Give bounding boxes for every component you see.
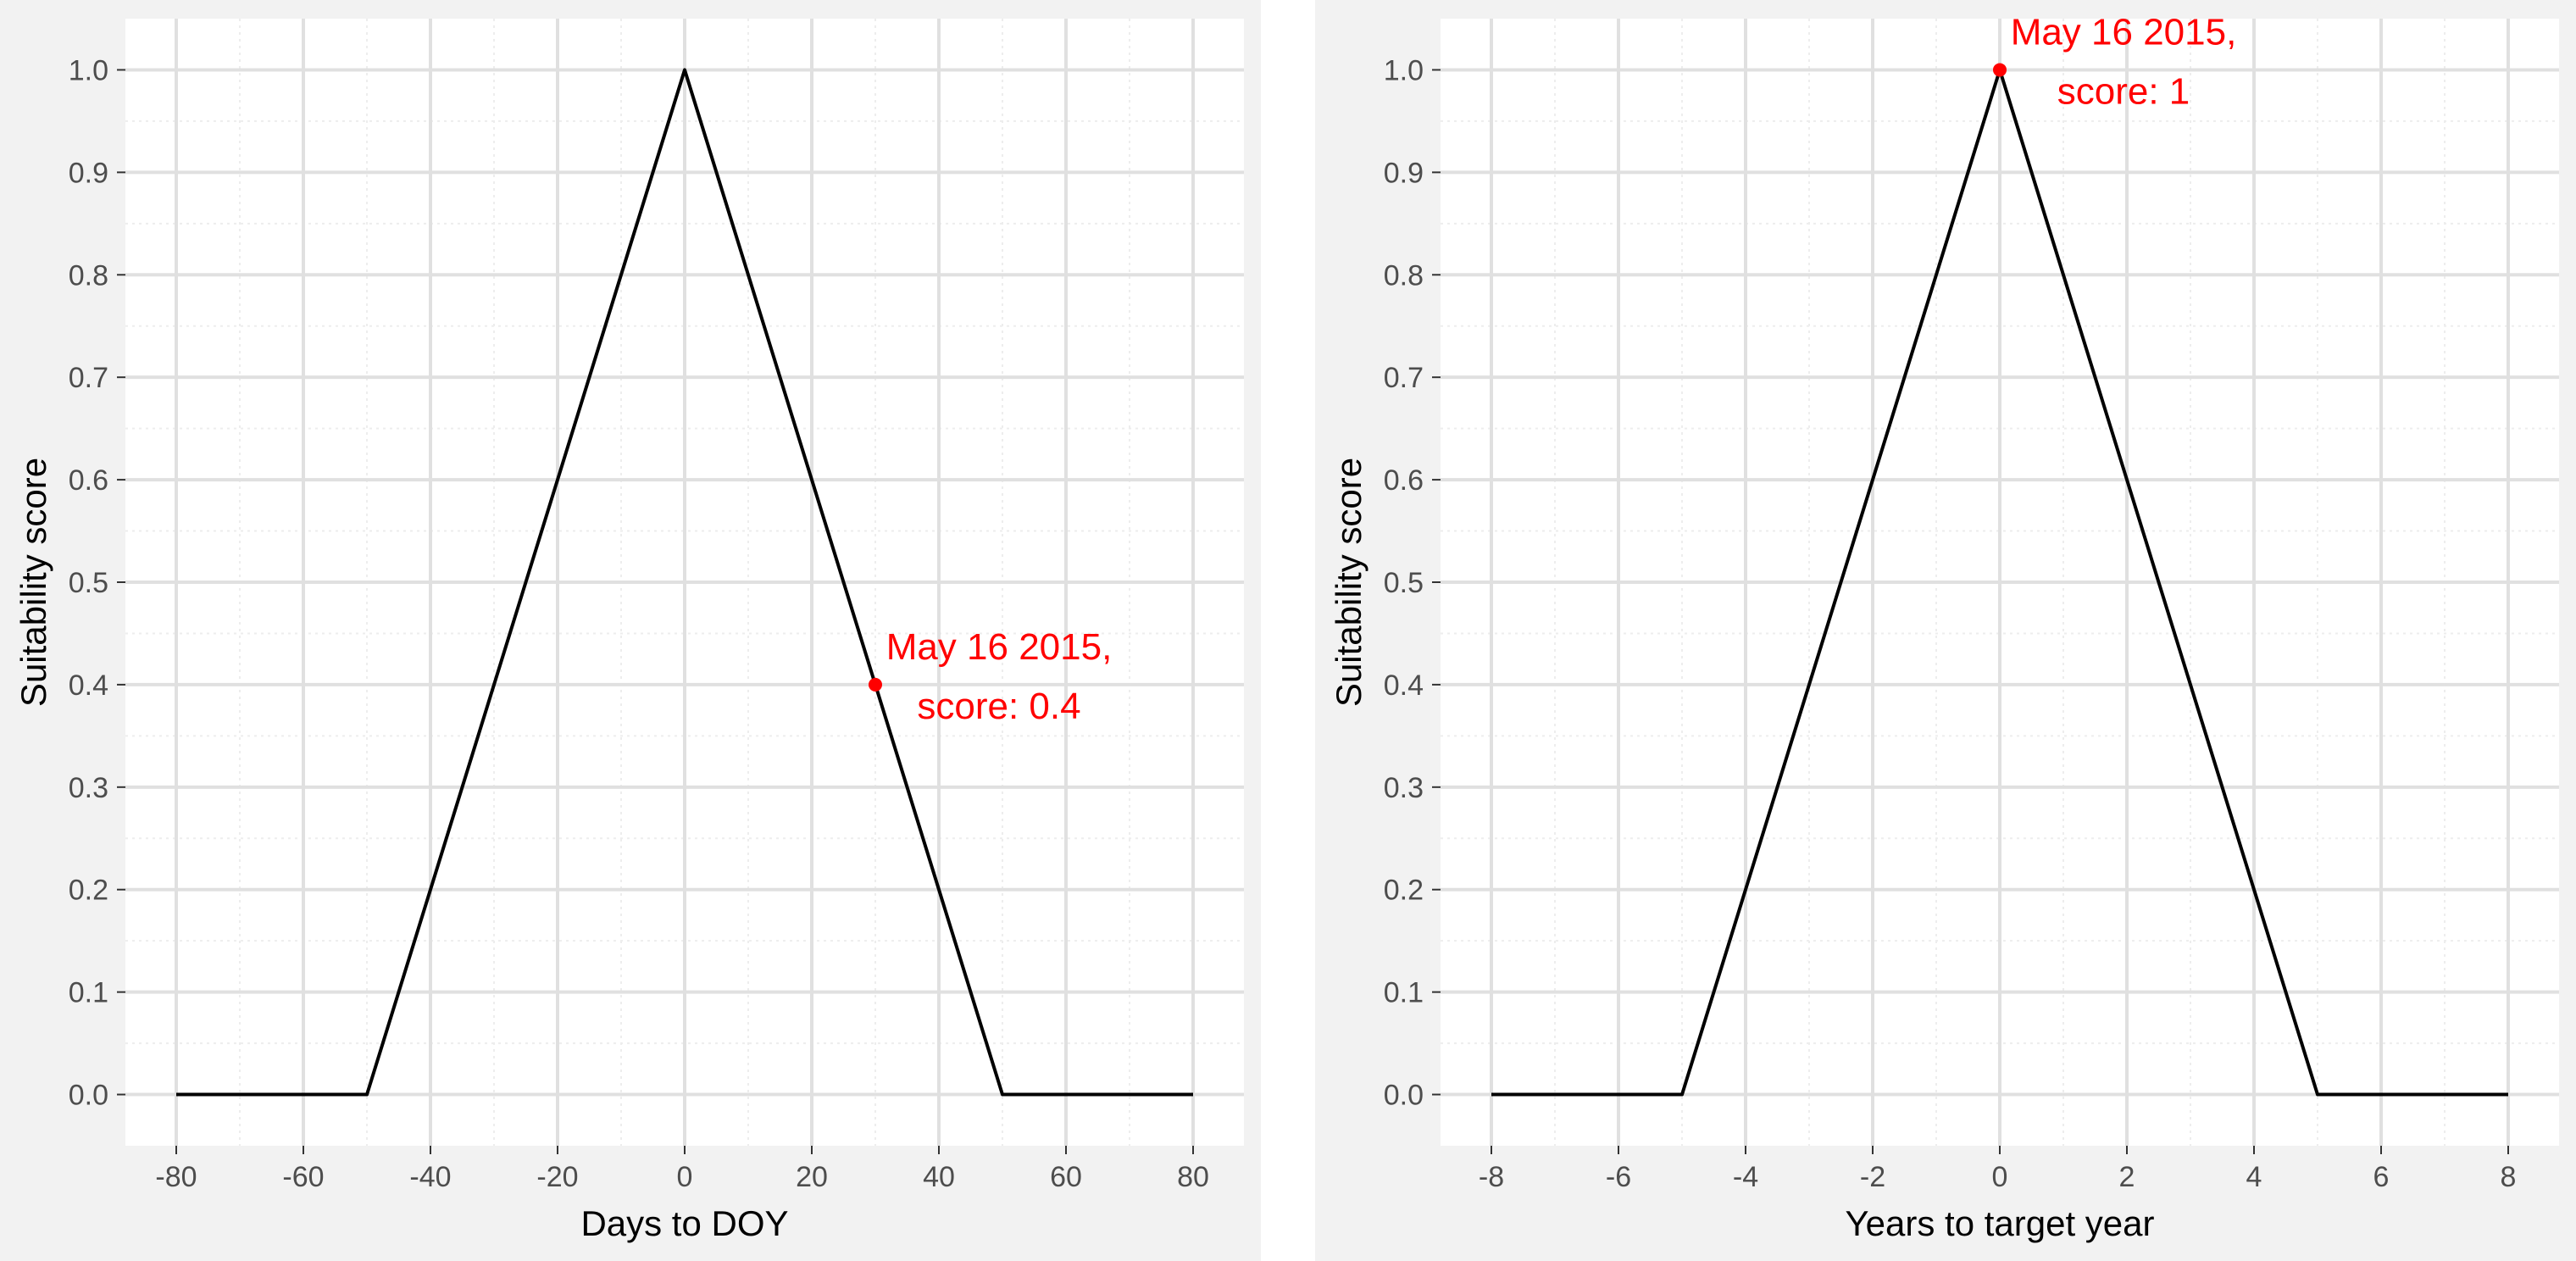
chart-panel-years: -8 -6 -4 -2 0 2 4 6 8 0.0 0.1 0.2 0.3 0.4 0.5 0.6 0.7 0.8… — [1315, 0, 2576, 1261]
x-tick-label: 6 — [2373, 1161, 2390, 1193]
y-tick-label: 0.3 — [1384, 772, 1424, 804]
x-tick-label: 4 — [2246, 1161, 2262, 1193]
series-line — [176, 68, 1193, 1097]
y-tick-label: 0.3 — [69, 772, 108, 804]
highlight-label-line: May 16 2015, — [886, 626, 1113, 668]
x-tick-label: -20 — [536, 1161, 578, 1193]
highlight-point — [1993, 63, 2007, 77]
y-tick-label: 0.7 — [1384, 362, 1424, 394]
y-tick-label: 0.8 — [69, 259, 108, 292]
x-tick-label: 2 — [2119, 1161, 2135, 1193]
x-tick-label: -8 — [1479, 1161, 1504, 1193]
y-tick-label: 0.8 — [1384, 259, 1424, 292]
x-tick-label: 8 — [2501, 1161, 2517, 1193]
x-axis-title: Days to DOY — [580, 1203, 788, 1243]
chart-panel-days: -80 -60 -40 -20 0 20 40 60 80 0.0 0.1 0.2 0.3 0.4 0.5 0… — [0, 0, 1261, 1261]
highlight-label: May 16 2015, score: 1 — [2011, 11, 2237, 112]
y-tick-label: 0.1 — [1384, 977, 1424, 1009]
y-tick-label: 0.4 — [69, 669, 108, 702]
chart-years-to-target: -8 -6 -4 -2 0 2 4 6 8 0.0 0.1 0.2 0.3 0.4 0.5 0.6 0.7 0.8… — [1329, 11, 2559, 1243]
x-tick-label: 40 — [923, 1161, 955, 1193]
highlight-label-line: score: 0.4 — [917, 686, 1080, 727]
y-tick-label: 0.0 — [69, 1080, 108, 1112]
x-tick-label: -40 — [409, 1161, 451, 1193]
chart-days-to-doy: -80 -60 -40 -20 0 20 40 60 80 0.0 0.1 0.2 0.3 0.4 0.5 0… — [14, 19, 1244, 1243]
x-tick-label: -6 — [1606, 1161, 1631, 1193]
y-tick-label: 0.7 — [69, 362, 108, 394]
x-tick-label: 20 — [796, 1161, 828, 1193]
x-tick-label: -60 — [282, 1161, 324, 1193]
y-tick-label: 0.9 — [1384, 157, 1424, 189]
y-tick-label: 0.6 — [1384, 464, 1424, 497]
x-tick-label: 0 — [1992, 1161, 2008, 1193]
x-tick-label: 60 — [1050, 1161, 1082, 1193]
y-tick-label: 1.0 — [69, 54, 108, 86]
x-tick-label: 80 — [1177, 1161, 1209, 1193]
y-tick-label: 0.9 — [69, 157, 108, 189]
y-tick-label: 0.1 — [69, 977, 108, 1009]
x-tick-label: -4 — [1733, 1161, 1758, 1193]
y-tick-label: 1.0 — [1384, 54, 1424, 86]
y-tick-label: 0.2 — [69, 875, 108, 907]
highlight-label-line: score: 1 — [2057, 70, 2190, 112]
x-tick-label: 0 — [677, 1161, 693, 1193]
x-tick-label: -2 — [1860, 1161, 1885, 1193]
y-tick-label: 0.5 — [1384, 567, 1424, 599]
y-tick-label: 0.2 — [1384, 875, 1424, 907]
y-tick-label: 0.5 — [69, 567, 108, 599]
y-axis-title: Suitability score — [14, 458, 53, 707]
highlight-label: May 16 2015, score: 0.4 — [886, 626, 1113, 727]
x-tick-label: -80 — [155, 1161, 197, 1193]
highlight-label-line: May 16 2015, — [2011, 11, 2237, 53]
y-tick-label: 0.4 — [1384, 669, 1424, 702]
highlight-point — [869, 677, 882, 692]
y-axis-title: Suitability score — [1329, 458, 1368, 707]
major-grid — [125, 19, 1244, 1146]
y-tick-label: 0.0 — [1384, 1080, 1424, 1112]
x-axis-title: Years to target year — [1846, 1203, 2155, 1243]
y-tick-label: 0.6 — [69, 464, 108, 497]
